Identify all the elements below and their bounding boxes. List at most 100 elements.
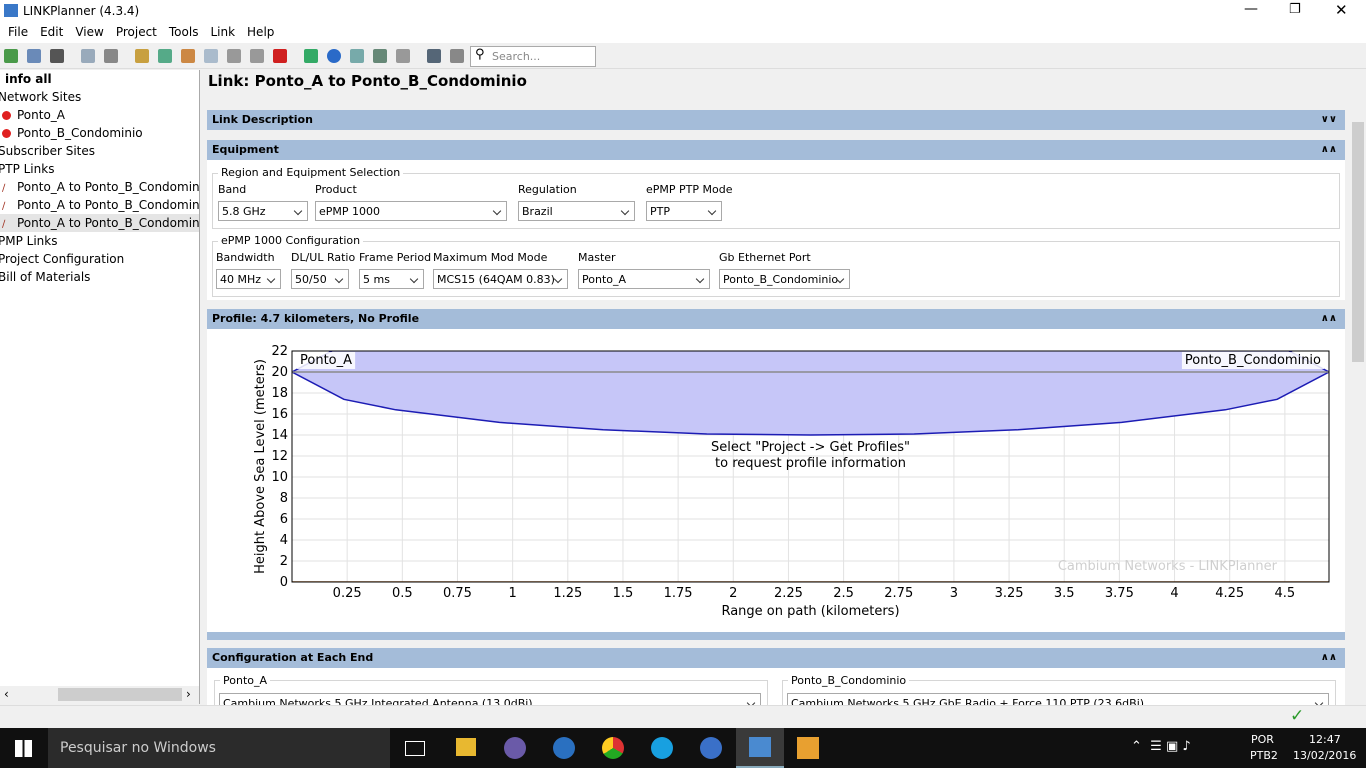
watermark: Cambium Networks - LINKPlanner <box>1058 559 1278 574</box>
tree-group[interactable]: PMP Links <box>0 234 58 248</box>
tool-icon[interactable] <box>373 49 387 63</box>
tool-icon[interactable] <box>227 49 241 63</box>
tool-icon[interactable] <box>4 49 18 63</box>
tool-icon[interactable] <box>273 49 287 63</box>
dropdown[interactable]: 5.8 GHz <box>218 201 308 221</box>
tool-icon[interactable] <box>104 49 118 63</box>
tree-item-label: Ponto_A to Ponto_B_Condominio <box>17 198 200 212</box>
scroll-thumb[interactable] <box>1352 122 1364 362</box>
dropdown[interactable]: MCS15 (64QAM 0.83) <box>433 269 568 289</box>
taskbar-app[interactable] <box>797 737 819 759</box>
tool-icon[interactable] <box>81 49 95 63</box>
tool-icon[interactable] <box>396 49 410 63</box>
taskbar-app[interactable] <box>651 737 673 759</box>
field-label: DL/UL Ratio <box>291 251 356 264</box>
section-header[interactable]: Profile: 4.7 kilometers, No Profile ∧∧ <box>207 309 1345 329</box>
section-title: Configuration at Each End <box>212 651 374 664</box>
tool-icon[interactable] <box>427 49 441 63</box>
antenna-dropdown[interactable]: Cambium Networks 5 GHz GbE Radio + Force… <box>787 693 1329 705</box>
search-box[interactable]: ⚲ Search... <box>470 46 596 67</box>
task-view[interactable] <box>405 741 425 756</box>
language[interactable]: POR <box>1251 733 1274 746</box>
y-tick-label: 8 <box>280 491 288 506</box>
search-icon: ⚲ <box>475 47 485 62</box>
x-tick-label: 3.75 <box>1105 586 1134 601</box>
antenna-dropdown[interactable]: Cambium Networks 5 GHz Integrated Antenn… <box>219 693 761 705</box>
dropdown[interactable]: PTP <box>646 201 722 221</box>
tool-icon[interactable] <box>27 49 41 63</box>
group-title: Region and Equipment Selection <box>218 166 404 179</box>
section-header[interactable]: Configuration at Each End ∧∧ <box>207 648 1345 668</box>
y-tick-label: 20 <box>271 365 288 380</box>
collapse-icon[interactable]: ∧∧ <box>1320 652 1337 663</box>
start-button[interactable] <box>15 740 32 757</box>
vertical-scrollbar[interactable] <box>1350 110 1366 705</box>
dropdown[interactable]: 40 MHz <box>216 269 281 289</box>
taskbar-app[interactable] <box>456 738 476 756</box>
menu-item[interactable]: Help <box>247 25 275 39</box>
clock-date[interactable]: 13/02/2016 <box>1293 749 1357 762</box>
dropdown[interactable]: Ponto_A <box>578 269 710 289</box>
tray-icons[interactable]: ⌃ ☰ ▣ ♪ <box>1131 739 1191 754</box>
tool-icon[interactable] <box>135 49 149 63</box>
menu-item[interactable]: Edit <box>40 25 64 39</box>
tree-group[interactable]: PTP Links <box>0 162 55 176</box>
dropdown[interactable]: Ponto_B_Condominio <box>719 269 850 289</box>
tool-icon[interactable] <box>204 49 218 63</box>
horizontal-scrollbar[interactable]: ‹ › <box>0 686 200 704</box>
collapse-icon[interactable]: ∧∧ <box>1320 313 1337 324</box>
tree-item[interactable]: ∕ Ponto_A to Ponto_B_Condominio <box>0 178 199 196</box>
section-header[interactable]: Link Description ∨∨ <box>207 110 1345 130</box>
end-name: Ponto_A <box>220 674 271 687</box>
tree-item[interactable]: Ponto_B_Condominio <box>0 124 199 142</box>
tool-icon[interactable] <box>450 49 464 63</box>
minimize[interactable]: — <box>1244 1 1258 17</box>
menu-item[interactable]: Tools <box>168 25 199 39</box>
x-tick-label: 2.25 <box>774 586 803 601</box>
keyboard-layout[interactable]: PTB2 <box>1250 749 1278 762</box>
close[interactable]: ✕ <box>1335 1 1348 19</box>
menu-item[interactable]: Project <box>115 25 157 39</box>
tool-icon[interactable] <box>327 49 341 63</box>
tool-icon[interactable] <box>158 49 172 63</box>
tree-group[interactable]: Project Configuration <box>0 252 125 266</box>
tree-item[interactable]: Ponto_A <box>0 106 199 124</box>
tool-icon[interactable] <box>181 49 195 63</box>
collapse-icon[interactable]: ∧∧ <box>1320 144 1337 155</box>
clock-time[interactable]: 12:47 <box>1309 733 1341 746</box>
restore[interactable]: ❐ <box>1289 2 1301 17</box>
taskbar-app[interactable] <box>602 737 624 759</box>
dropdown[interactable]: ePMP 1000 <box>315 201 507 221</box>
tree-group[interactable]: Bill of Materials <box>0 270 91 284</box>
scroll-thumb[interactable] <box>58 688 182 701</box>
y-tick-label: 12 <box>271 449 288 464</box>
tree-item[interactable]: ∕ Ponto_A to Ponto_B_Condominio <box>0 214 199 232</box>
tool-icon[interactable] <box>250 49 264 63</box>
tree-group[interactable]: Subscriber Sites <box>0 144 95 158</box>
x-tick-label: 2.5 <box>833 586 854 601</box>
taskbar-app[interactable] <box>700 737 722 759</box>
section-title: Link Description <box>212 113 313 126</box>
taskbar-app[interactable] <box>553 737 575 759</box>
menu-item[interactable]: Link <box>210 25 236 39</box>
dropdown[interactable]: 50/50 <box>291 269 349 289</box>
dropdown[interactable]: 5 ms <box>359 269 424 289</box>
menu-item[interactable]: File <box>8 25 29 39</box>
y-tick-label: 10 <box>271 470 288 485</box>
taskbar-search[interactable]: Pesquisar no Windows <box>48 728 390 768</box>
x-tick-label: 1.75 <box>664 586 693 601</box>
taskbar-app[interactable] <box>504 737 526 759</box>
tool-icon[interactable] <box>50 49 64 63</box>
tree-group[interactable]: Network Sites <box>0 90 82 104</box>
section-header[interactable]: Equipment ∧∧ <box>207 140 1345 160</box>
expand-icon[interactable]: ∨∨ <box>1320 114 1337 125</box>
scroll-left[interactable]: ‹ <box>4 687 9 701</box>
taskbar-app-active[interactable] <box>736 728 784 768</box>
scroll-right[interactable]: › <box>186 687 191 701</box>
tree-root[interactable]: info all <box>5 72 52 86</box>
tool-icon[interactable] <box>304 49 318 63</box>
tool-icon[interactable] <box>350 49 364 63</box>
dropdown[interactable]: Brazil <box>518 201 635 221</box>
menu-item[interactable]: View <box>75 25 104 39</box>
tree-item[interactable]: ∕ Ponto_A to Ponto_B_Condominio <box>0 196 200 214</box>
